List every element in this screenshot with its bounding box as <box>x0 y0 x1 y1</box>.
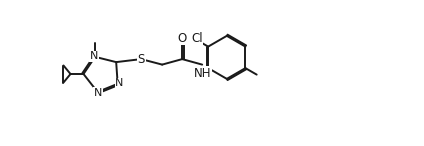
Text: Cl: Cl <box>191 32 203 45</box>
Text: NH: NH <box>194 67 212 80</box>
Text: N: N <box>90 51 98 61</box>
Text: S: S <box>137 53 145 66</box>
Text: N: N <box>94 88 102 98</box>
Text: N: N <box>115 78 124 88</box>
Text: O: O <box>178 32 187 45</box>
